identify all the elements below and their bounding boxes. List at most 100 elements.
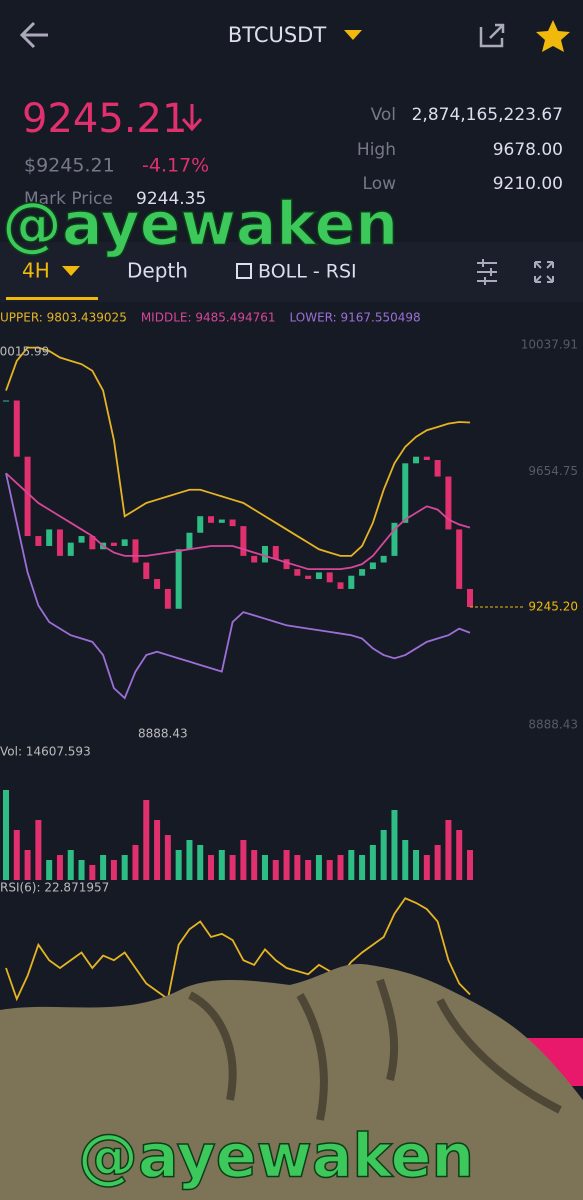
- candle: [467, 588, 473, 608]
- volume-bar: [261, 855, 268, 880]
- tab-underline: [6, 297, 98, 300]
- last-price-label: 9245.20: [528, 600, 578, 614]
- candle: [305, 575, 312, 580]
- candle: [121, 539, 128, 546]
- candle: [251, 555, 258, 563]
- candle: [78, 536, 85, 543]
- candle: [56, 529, 63, 556]
- candle: [294, 569, 301, 576]
- volume-bar: [380, 830, 387, 880]
- statue-shade: [188, 978, 562, 1121]
- vol: 2,874,165,223.67: [412, 105, 563, 125]
- y-tick-label: 8888.43: [528, 718, 578, 732]
- volume-bar: [46, 860, 53, 880]
- back-button[interactable]: [19, 21, 48, 49]
- candle: [240, 526, 247, 556]
- watermark: @ayewaken: [2, 190, 398, 260]
- volume-bar: [402, 840, 409, 880]
- candle: [337, 582, 344, 589]
- volume-bar: [272, 860, 279, 880]
- symbol[interactable]: BTCUSDT: [228, 23, 327, 47]
- candle: [197, 516, 204, 533]
- candle: [132, 539, 139, 563]
- candle: [24, 456, 31, 537]
- high-annotation: 10015.99: [0, 345, 49, 359]
- band-line: [5, 472, 471, 571]
- settings-button[interactable]: [477, 259, 497, 285]
- volume-bar: [67, 850, 74, 880]
- candle: [315, 572, 322, 580]
- candle: [380, 555, 387, 563]
- volume-bar: [240, 840, 247, 880]
- share-button[interactable]: [479, 23, 505, 48]
- volume-bar: [467, 850, 473, 880]
- symbol-dropdown[interactable]: [344, 30, 362, 40]
- statue: [0, 964, 583, 1200]
- change: -4.17%: [142, 155, 209, 177]
- volume-bar: [186, 840, 193, 880]
- down-arrow: [181, 104, 203, 132]
- legend-entry: UPPER: 9803.439025: [0, 311, 127, 325]
- volume-bar: [3, 790, 9, 880]
- volume-bar: [423, 855, 430, 880]
- candle: [261, 545, 268, 563]
- tab-dropdown[interactable]: [62, 266, 80, 276]
- low-label: Low: [363, 174, 397, 194]
- legend-entry: LOWER: 9167.550498: [290, 311, 421, 325]
- overlay-image: [0, 964, 583, 1200]
- fullscreen-button[interactable]: [534, 261, 554, 283]
- high-label: High: [357, 140, 396, 160]
- usd-price: $9245.21: [24, 155, 115, 177]
- tab[interactable]: Depth: [127, 259, 188, 283]
- volume-bar: [110, 860, 117, 880]
- volume-bar: [251, 850, 258, 880]
- candle: [402, 463, 409, 523]
- volume-bar: [315, 855, 322, 880]
- candle: [13, 400, 20, 457]
- volume-bar: [413, 850, 420, 880]
- candle: [143, 562, 150, 580]
- low-annotation: 8888.43: [138, 727, 188, 741]
- candle: [186, 532, 193, 550]
- volume-bar: [445, 820, 452, 880]
- candle: [154, 579, 161, 589]
- candle: [283, 559, 290, 570]
- candle: [67, 542, 74, 556]
- candle: [89, 536, 96, 550]
- volume-bar: [283, 850, 290, 880]
- band-line: [5, 346, 471, 557]
- volume-bar: [326, 860, 333, 880]
- last-price: 9245.21: [22, 96, 187, 142]
- candle: [164, 588, 171, 609]
- indicator-icon: [236, 263, 252, 279]
- rsi-line: [5, 897, 471, 1002]
- favorite-star[interactable]: [536, 20, 570, 52]
- mark-price: 9244.35: [136, 189, 206, 209]
- volume-bar: [154, 820, 161, 880]
- candle: [423, 456, 430, 461]
- candle: [3, 400, 9, 402]
- volume-bar: [78, 860, 85, 880]
- volume-bar: [197, 845, 204, 880]
- candle: [369, 562, 376, 570]
- volume-bar: [369, 845, 376, 880]
- volume-bar: [359, 855, 366, 880]
- volume-bar: [24, 850, 31, 880]
- y-tick-label: 10037.91: [521, 338, 578, 352]
- tab[interactable]: BOLL - RSI: [258, 261, 357, 283]
- candle: [35, 536, 42, 546]
- watermark: @ayewaken: [78, 1122, 474, 1192]
- candle: [434, 460, 441, 477]
- candle: [175, 549, 182, 609]
- candle: [218, 519, 225, 523]
- candle: [348, 575, 355, 589]
- candle: [445, 476, 452, 530]
- volume-bar: [434, 845, 441, 880]
- volume-bar: [89, 865, 96, 880]
- tab[interactable]: 4H: [22, 259, 50, 283]
- volume-bar: [56, 855, 63, 880]
- candle: [272, 545, 279, 560]
- candle: [46, 529, 53, 546]
- band-line: [5, 473, 471, 700]
